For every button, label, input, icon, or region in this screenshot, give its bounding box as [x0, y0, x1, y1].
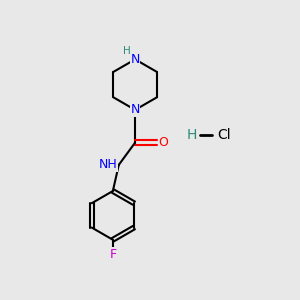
Text: H: H — [186, 128, 197, 142]
Text: NH: NH — [98, 158, 117, 171]
Text: N: N — [130, 103, 140, 116]
Text: O: O — [158, 136, 168, 149]
Text: Cl: Cl — [218, 128, 231, 142]
Text: F: F — [109, 248, 116, 261]
Text: H: H — [123, 46, 131, 56]
Text: N: N — [130, 53, 140, 66]
